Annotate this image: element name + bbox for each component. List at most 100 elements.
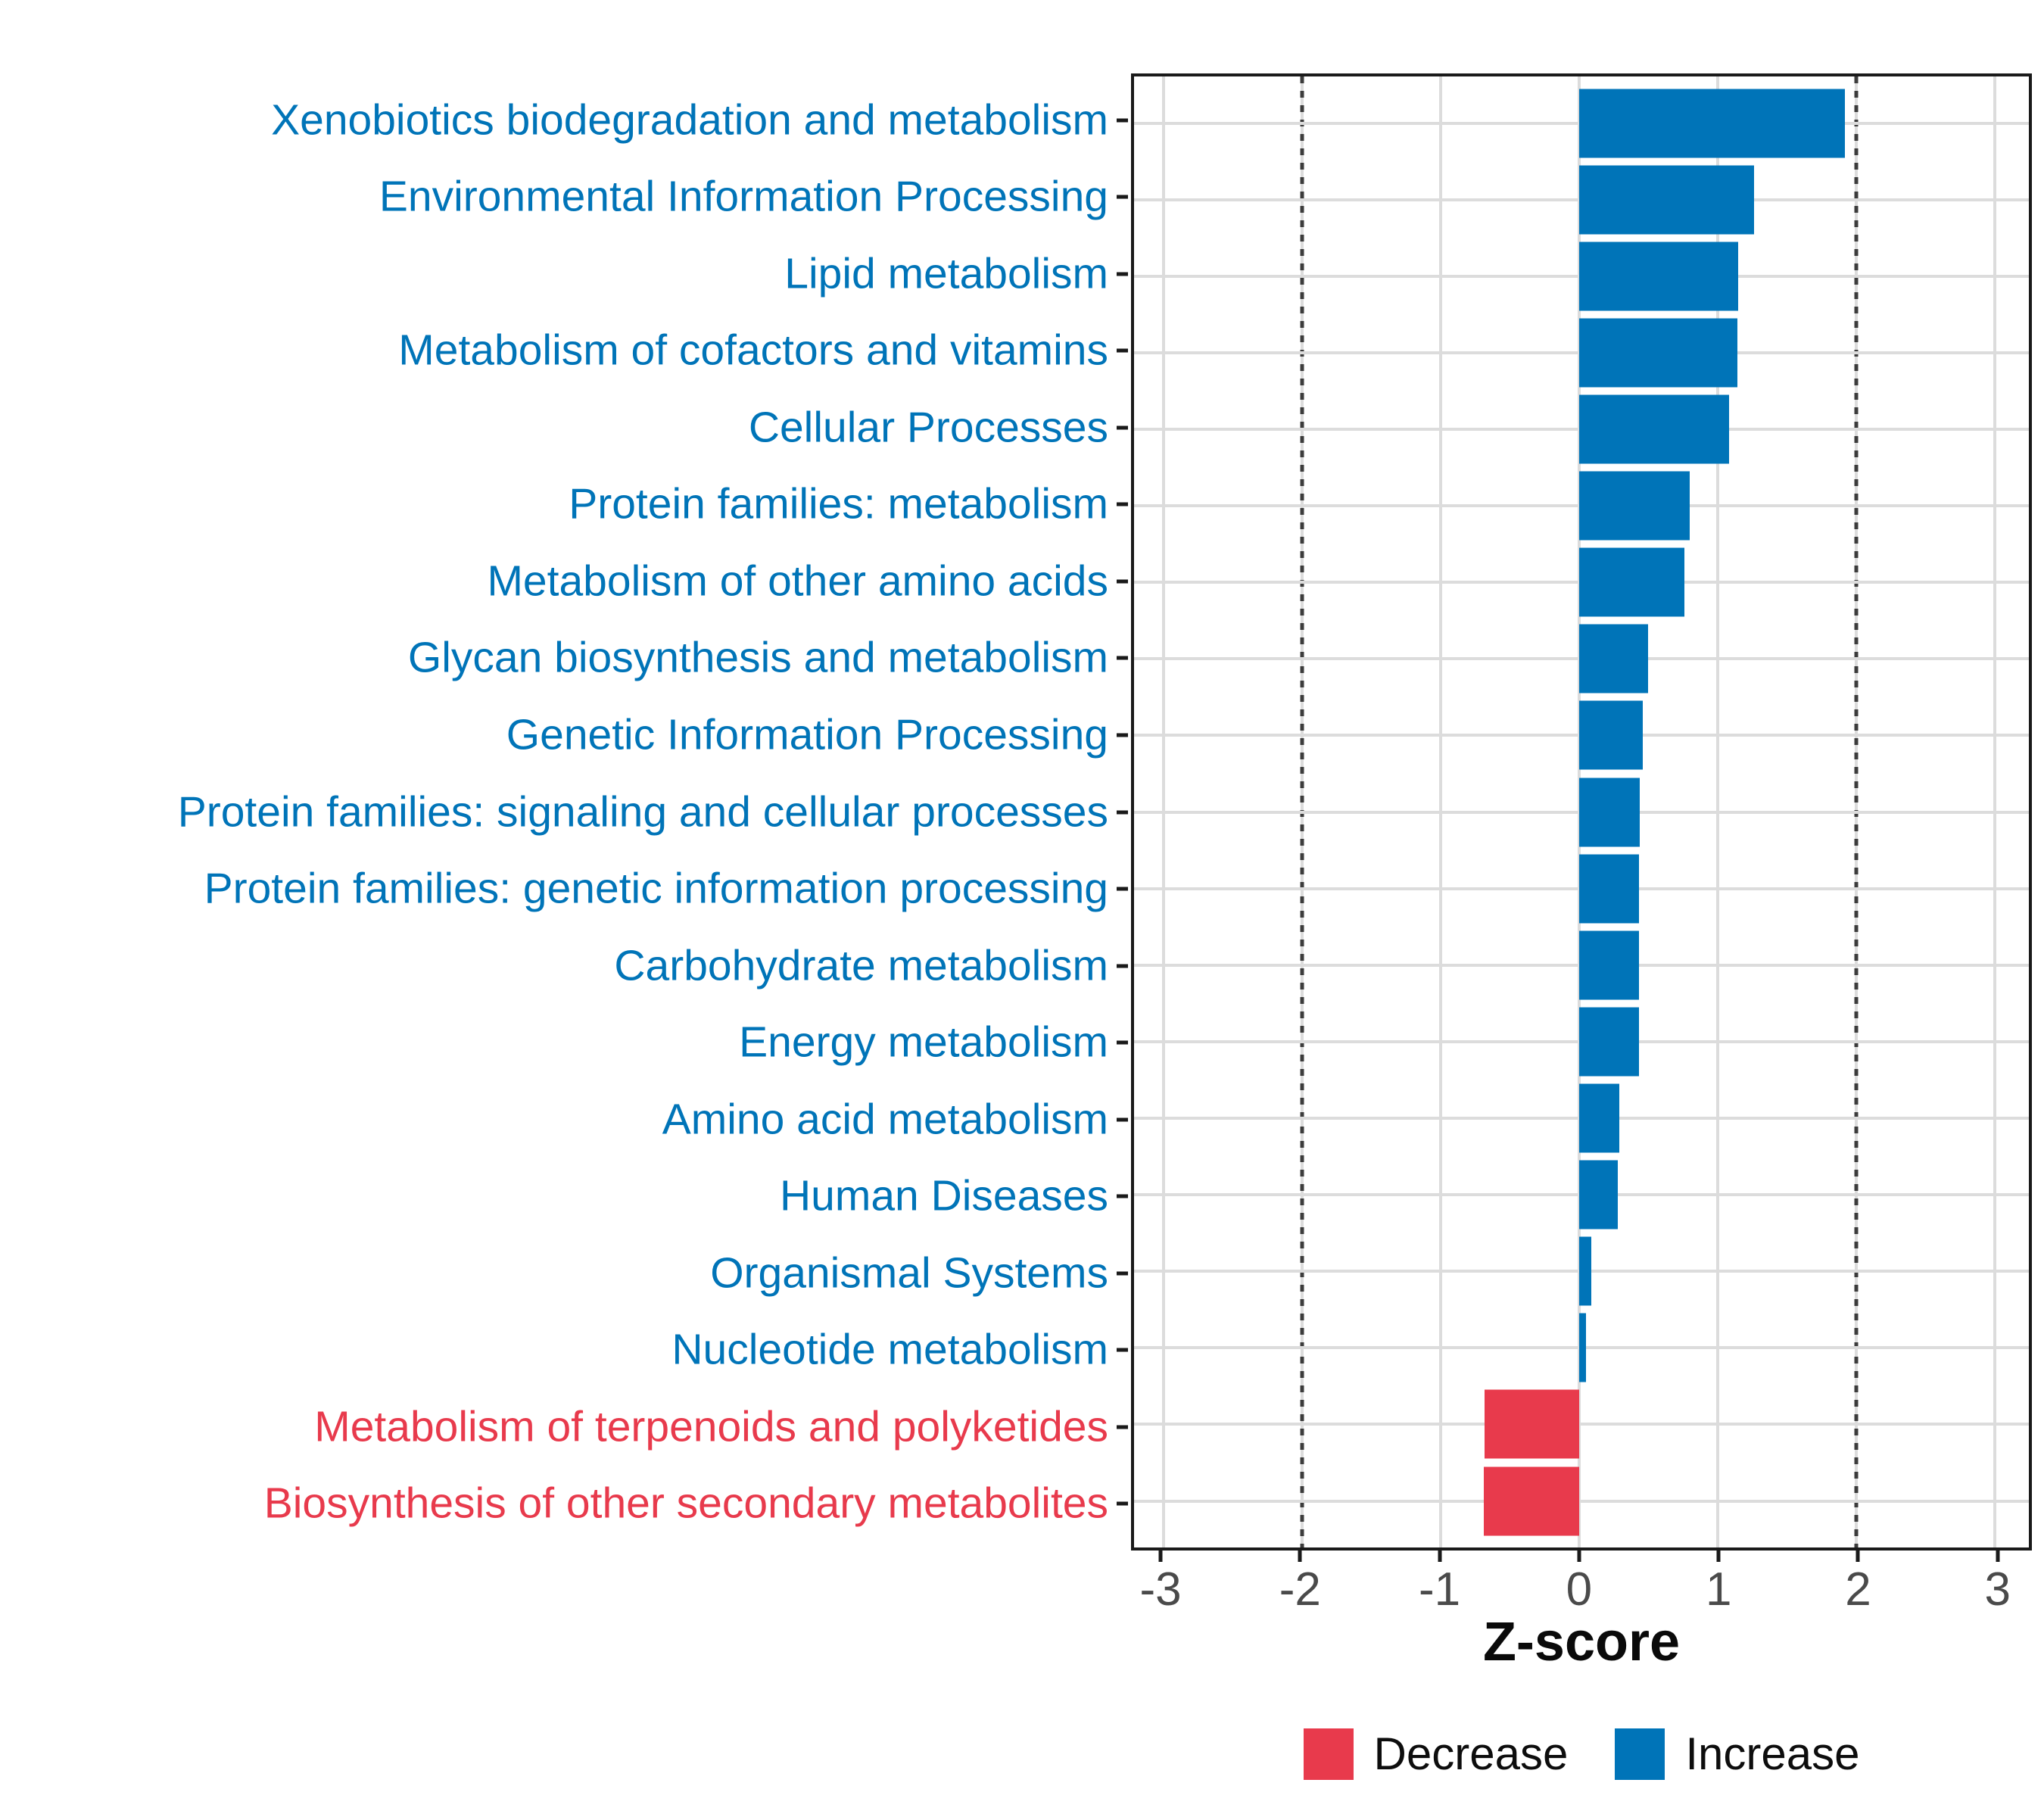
y-tick	[1117, 1501, 1128, 1506]
category-label: Metabolism of terpenoids and polyketides	[314, 1402, 1108, 1451]
y-tick	[1117, 1425, 1128, 1429]
category-row	[1134, 468, 2029, 544]
y-tick	[1117, 1117, 1128, 1122]
y-axis-row: Metabolism of other amino acids	[0, 543, 1128, 620]
x-tick-label: 3	[1984, 1563, 2011, 1616]
y-tick	[1117, 118, 1128, 123]
category-label: Protein families: genetic information pr…	[204, 864, 1108, 913]
x-tick-label: -3	[1139, 1563, 1182, 1616]
y-axis-row: Protein families: signaling and cellular…	[0, 774, 1128, 851]
x-tick	[1438, 1551, 1442, 1562]
bar	[1578, 624, 1649, 693]
bar	[1483, 1466, 1579, 1536]
y-axis-row: Glycan biosynthesis and metabolism	[0, 620, 1128, 697]
x-tick	[1298, 1551, 1302, 1562]
y-axis-row: Metabolism of cofactors and vitamins	[0, 313, 1128, 390]
y-axis-row: Organismal Systems	[0, 1235, 1128, 1312]
x-axis: -3 -2 -1 0 1 2 3	[1131, 1551, 2032, 1626]
category-label: Energy metabolism	[739, 1018, 1108, 1067]
x-tick-label: 1	[1705, 1563, 1732, 1616]
y-axis-labels: Xenobiotics biodegradation and metabolis…	[0, 73, 1128, 1551]
x-tick	[1158, 1551, 1163, 1562]
category-label: Environmental Information Processing	[379, 172, 1108, 221]
category-row	[1134, 1386, 2029, 1463]
category-label: Glycan biosynthesis and metabolism	[407, 633, 1108, 682]
y-axis-row: Energy metabolism	[0, 1004, 1128, 1081]
category-row	[1134, 1080, 2029, 1156]
category-label: Metabolism of other amino acids	[487, 556, 1108, 606]
y-axis-row: Carbohydrate metabolism	[0, 927, 1128, 1005]
bar	[1578, 930, 1639, 1000]
legend-swatch-decrease	[1303, 1728, 1354, 1780]
category-label: Xenobiotics biodegradation and metabolis…	[271, 95, 1108, 145]
bar	[1578, 1236, 1592, 1306]
x-tick	[1996, 1551, 2000, 1562]
y-tick	[1117, 656, 1128, 660]
x-tick-label: -1	[1419, 1563, 1461, 1616]
bar	[1578, 1313, 1587, 1382]
legend-label: Decrease	[1373, 1728, 1569, 1779]
y-axis-row: Genetic Information Processing	[0, 697, 1128, 774]
y-axis-row: Human Diseases	[0, 1158, 1128, 1235]
y-tick	[1117, 579, 1128, 584]
y-axis-row: Protein families: metabolism	[0, 466, 1128, 544]
legend-swatch-increase	[1615, 1728, 1665, 1780]
category-label: Protein families: signaling and cellular…	[177, 787, 1108, 837]
category-row	[1134, 1157, 2029, 1233]
category-row	[1134, 238, 2029, 314]
y-axis-row: Amino acid metabolism	[0, 1081, 1128, 1158]
legend-label: Increase	[1685, 1728, 1860, 1779]
y-axis-row: Biosynthesis of other secondary metaboli…	[0, 1466, 1128, 1543]
y-axis-row: Protein families: genetic information pr…	[0, 850, 1128, 927]
category-row	[1134, 85, 2029, 161]
y-axis-row: Cellular Processes	[0, 389, 1128, 466]
category-label: Carbohydrate metabolism	[614, 941, 1108, 990]
x-tick-label: -2	[1279, 1563, 1321, 1616]
bar	[1578, 1083, 1619, 1153]
y-tick	[1117, 272, 1128, 276]
x-tick	[1855, 1551, 1860, 1562]
category-row	[1134, 927, 2029, 1003]
bar	[1578, 318, 1737, 388]
category-label: Biosynthesis of other secondary metaboli…	[263, 1479, 1108, 1528]
y-axis-row: Lipid metabolism	[0, 235, 1128, 313]
bar	[1578, 165, 1754, 235]
category-row	[1134, 1003, 2029, 1080]
plot-panel	[1131, 73, 2032, 1551]
bar	[1578, 854, 1639, 924]
category-row	[1134, 391, 2029, 467]
y-axis-row: Nucleotide metabolism	[0, 1312, 1128, 1389]
category-row	[1134, 544, 2029, 621]
category-label: Protein families: metabolism	[569, 479, 1108, 528]
category-label: Lipid metabolism	[784, 249, 1108, 298]
bar	[1578, 89, 1846, 158]
category-label: Metabolism of cofactors and vitamins	[398, 326, 1108, 375]
bar	[1485, 1389, 1579, 1459]
category-row	[1134, 1310, 2029, 1386]
y-axis-row: Environmental Information Processing	[0, 159, 1128, 236]
bar	[1578, 1007, 1639, 1077]
y-tick	[1117, 1271, 1128, 1276]
category-label: Human Diseases	[779, 1171, 1108, 1220]
category-row	[1134, 774, 2029, 850]
legend-item-decrease: Decrease	[1303, 1728, 1569, 1780]
category-label: Genetic Information Processing	[506, 710, 1108, 759]
y-tick	[1117, 733, 1128, 737]
legend: Decrease Increase	[1131, 1726, 2032, 1782]
category-row	[1134, 621, 2029, 697]
y-tick	[1117, 502, 1128, 506]
bar	[1578, 394, 1729, 464]
category-label: Nucleotide metabolism	[671, 1325, 1108, 1374]
category-row	[1134, 161, 2029, 238]
y-tick	[1117, 1348, 1128, 1352]
category-row	[1134, 1233, 2029, 1310]
y-tick	[1117, 348, 1128, 353]
y-tick	[1117, 1194, 1128, 1198]
x-tick	[1577, 1551, 1581, 1562]
y-tick	[1117, 964, 1128, 968]
bar	[1578, 700, 1644, 770]
x-tick-label: 2	[1845, 1563, 1871, 1616]
bar	[1578, 471, 1690, 541]
category-label: Organismal Systems	[710, 1248, 1108, 1298]
